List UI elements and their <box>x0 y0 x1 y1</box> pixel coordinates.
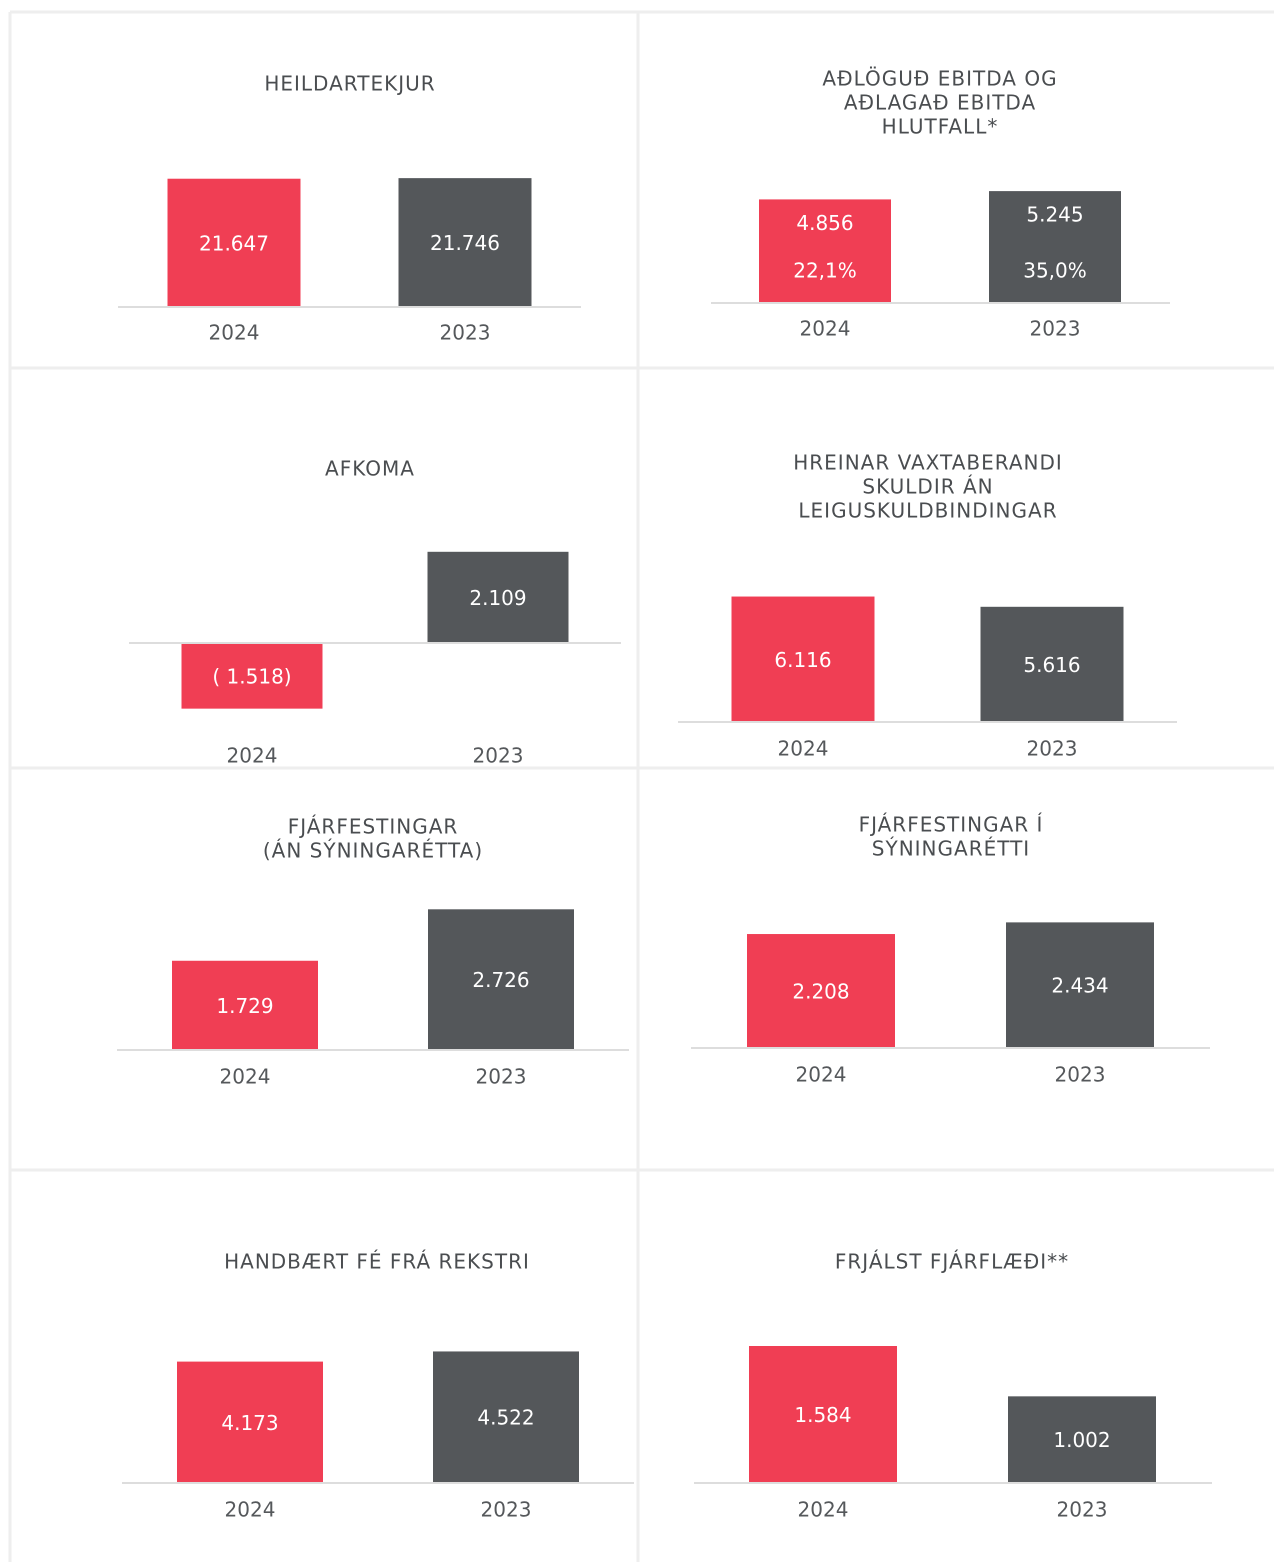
value-label: 21.746 <box>430 231 500 255</box>
chart-title: HLUTFALL* <box>882 115 999 139</box>
x-tick-label: 2023 <box>1027 737 1078 761</box>
x-tick-label: 2023 <box>440 321 491 345</box>
x-tick-label: 2024 <box>796 1063 847 1087</box>
value-label: 4.856 <box>796 211 853 235</box>
chart-title: AÐLÖGUÐ EBITDA OG <box>822 67 1057 91</box>
chart-title: FJÁRFESTINGAR Í <box>859 813 1044 837</box>
bar <box>172 960 318 1050</box>
value-label: 1.729 <box>216 994 273 1018</box>
bar <box>1006 922 1154 1048</box>
chart-title: AFKOMA <box>325 457 415 481</box>
bar <box>433 1351 579 1483</box>
chart-title: HEILDARTEKJUR <box>264 72 435 96</box>
value-label: 6.116 <box>774 648 831 672</box>
chart-title: HREINAR VAXTABERANDI <box>793 451 1063 475</box>
bar <box>747 934 895 1048</box>
value-label: 1.002 <box>1053 1428 1110 1452</box>
bar <box>980 606 1124 722</box>
chart-title: (ÁN SÝNINGARÉTTA) <box>263 839 483 863</box>
bar <box>428 909 574 1050</box>
x-tick-label: 2024 <box>798 1498 849 1522</box>
chart-title: HANDBÆRT FÉ FRÁ REKSTRI <box>224 1250 530 1274</box>
x-tick-label: 2024 <box>225 1498 276 1522</box>
bar <box>989 191 1121 303</box>
value-label: 4.522 <box>477 1406 534 1430</box>
chart-title: LEIGUSKULDBINDINGAR <box>798 499 1057 523</box>
x-tick-label: 2024 <box>227 744 278 768</box>
chart-title: FRJÁLST FJÁRFLÆÐI** <box>835 1250 1069 1274</box>
chart-title: SKULDIR ÁN <box>862 475 993 499</box>
chart-title: AÐLAGAÐ EBITDA <box>844 91 1036 115</box>
bar <box>759 199 891 303</box>
x-tick-label: 2023 <box>1055 1063 1106 1087</box>
bar <box>177 1361 323 1483</box>
bar <box>1008 1396 1156 1483</box>
value-label: 2.208 <box>792 980 849 1004</box>
value-label: 2.109 <box>469 586 526 610</box>
x-tick-label: 2024 <box>209 321 260 345</box>
bar <box>181 643 323 709</box>
value-label: 1.584 <box>794 1403 851 1427</box>
value-label: 2.726 <box>472 968 529 992</box>
bar <box>749 1346 897 1483</box>
bar <box>167 178 301 307</box>
x-tick-label: 2024 <box>800 317 851 341</box>
x-tick-label: 2023 <box>473 744 524 768</box>
bar <box>427 551 569 643</box>
bar <box>731 596 875 722</box>
bar <box>398 178 532 307</box>
dividers <box>8 10 1274 1562</box>
x-tick-label: 2023 <box>1030 317 1081 341</box>
x-tick-label: 2023 <box>476 1065 527 1089</box>
ratio-label: 22,1% <box>793 259 857 283</box>
chart-title: FJÁRFESTINGAR <box>288 815 459 839</box>
value-label: 21.647 <box>199 231 269 255</box>
x-tick-label: 2023 <box>481 1498 532 1522</box>
x-tick-label: 2024 <box>778 737 829 761</box>
x-tick-label: 2024 <box>220 1065 271 1089</box>
x-tick-label: 2023 <box>1057 1498 1108 1522</box>
ratio-label: 35,0% <box>1023 259 1087 283</box>
value-label: 2.434 <box>1051 974 1108 998</box>
value-label: 4.173 <box>221 1411 278 1435</box>
value-label: 5.616 <box>1023 653 1080 677</box>
value-label: 5.245 <box>1026 203 1083 227</box>
chart-title: SÝNINGARÉTTI <box>872 837 1030 861</box>
value-label: ( 1.518) <box>212 664 291 688</box>
